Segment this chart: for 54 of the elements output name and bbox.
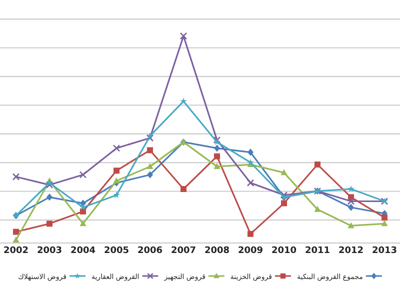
point <box>214 144 220 152</box>
point <box>113 192 120 198</box>
x-tick-label: 2010 <box>271 246 297 256</box>
point <box>147 171 153 178</box>
point <box>80 200 86 207</box>
point <box>46 194 52 201</box>
point <box>12 173 20 180</box>
x-tick-label: 2002 <box>3 246 29 256</box>
point <box>146 163 154 170</box>
x-tick-label: 2007 <box>170 246 196 256</box>
point <box>13 228 19 235</box>
point <box>347 198 355 205</box>
point <box>281 200 287 206</box>
point <box>80 220 86 226</box>
point <box>280 169 288 176</box>
x-tick-label: 2003 <box>36 246 62 256</box>
point <box>147 147 153 154</box>
point <box>180 186 186 192</box>
point <box>348 204 354 211</box>
point <box>348 185 354 192</box>
point <box>214 163 220 170</box>
x-tick-label: 2008 <box>204 246 230 256</box>
x-tick-label: 2013 <box>372 246 398 256</box>
point <box>46 179 53 186</box>
point <box>280 191 288 199</box>
point <box>46 220 52 227</box>
x-tick-label: 2006 <box>137 246 163 256</box>
x-tick-label: 2012 <box>338 246 364 256</box>
point <box>248 148 254 156</box>
point <box>146 134 154 142</box>
point <box>113 177 120 184</box>
point <box>80 204 86 210</box>
point <box>381 220 388 226</box>
point <box>314 162 320 168</box>
point <box>180 98 187 104</box>
point <box>246 179 254 187</box>
x-tick-label: 2009 <box>238 246 264 256</box>
point <box>247 158 254 166</box>
x-tick-label: 2005 <box>104 246 130 256</box>
point <box>248 230 254 237</box>
point <box>146 132 154 139</box>
point <box>112 144 120 152</box>
point <box>46 181 54 189</box>
point <box>382 214 388 221</box>
point <box>114 168 120 174</box>
point <box>80 208 86 214</box>
point <box>180 32 188 40</box>
point <box>79 171 87 178</box>
point <box>314 206 321 212</box>
point <box>214 153 220 160</box>
point <box>348 222 354 228</box>
x-tick-label: 2011 <box>304 246 330 256</box>
point <box>12 236 20 242</box>
x-tick-label: 2004 <box>70 246 96 256</box>
